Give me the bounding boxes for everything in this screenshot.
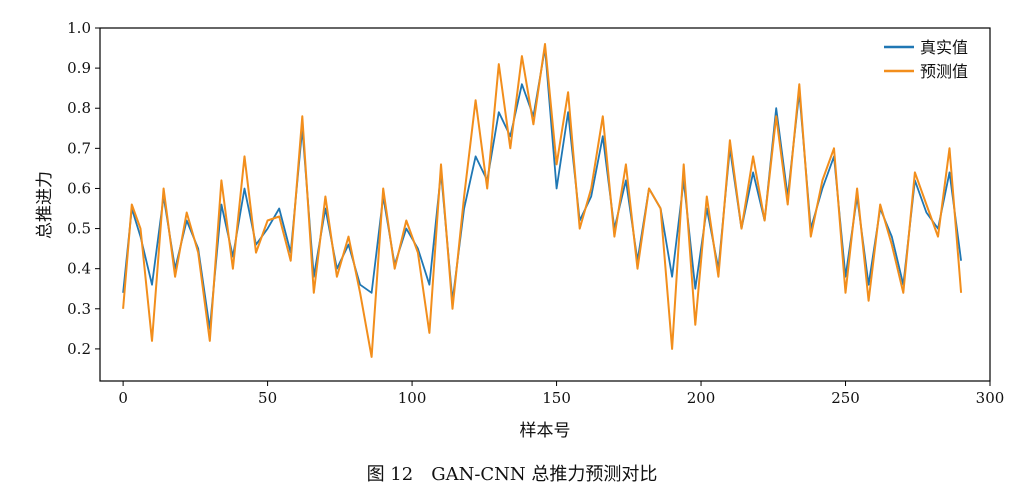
x-tick-label: 250: [831, 389, 860, 407]
tick-layer: 0 50 100 150 200 250 300 0.2 0.3 0.4 0.5 0.6 0.7 0.8 0…: [67, 19, 1004, 407]
x-tick-label: 150: [542, 389, 571, 407]
y-tick-label: 0.9: [67, 59, 91, 77]
series-line-2: [122, 43, 963, 358]
x-tick-label: 300: [976, 389, 1005, 407]
series-layer: [122, 43, 963, 358]
x-tick-label: 200: [687, 389, 716, 407]
x-tick-label: 50: [258, 389, 277, 407]
legend-label: 预测值: [920, 62, 968, 81]
y-tick-label: 1.0: [67, 19, 91, 37]
y-tick-label: 0.5: [67, 220, 91, 238]
figure-caption: 图 12 GAN-CNN 总推力预测对比: [367, 464, 658, 485]
legend-label: 真实值: [920, 38, 968, 57]
y-axis-label: 总推进力: [35, 171, 55, 239]
y-tick-label: 0.8: [67, 99, 91, 117]
plot-frame: [99, 27, 991, 382]
y-tick-label: 0.3: [67, 300, 91, 318]
y-tick-label: 0.7: [67, 139, 91, 157]
y-tick-label: 0.6: [67, 179, 91, 197]
x-tick-label: 100: [398, 389, 427, 407]
y-tick-label: 0.2: [67, 340, 91, 358]
x-axis-label: 样本号: [520, 421, 571, 441]
y-tick-label: 0.4: [67, 260, 91, 278]
x-tick-label: 0: [118, 389, 128, 407]
